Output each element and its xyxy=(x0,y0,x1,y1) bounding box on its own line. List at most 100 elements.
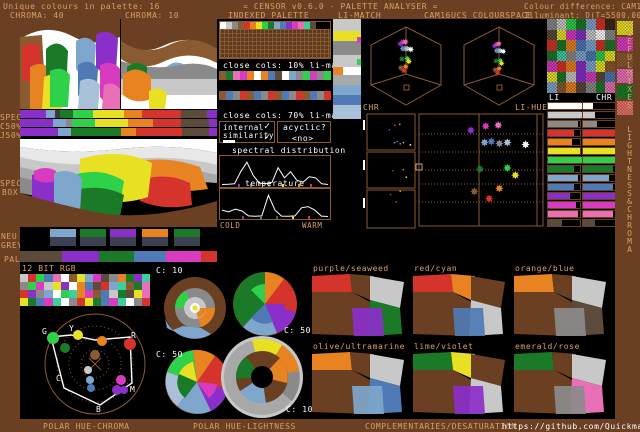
close-col-swatch[interactable] xyxy=(268,71,275,80)
indexed-swatch[interactable] xyxy=(268,22,274,29)
close-col-swatch[interactable] xyxy=(275,91,282,100)
diff-matrix-cell[interactable] xyxy=(605,61,615,72)
diff-matrix-cell[interactable] xyxy=(556,61,567,72)
close-col-swatch[interactable] xyxy=(254,91,261,100)
indexed-swatch[interactable] xyxy=(220,22,226,29)
footer-url[interactable]: https://github.com/Quickmarble/censor xyxy=(502,422,640,431)
diff-matrix-cell[interactable] xyxy=(576,82,586,93)
indexed-swatch[interactable] xyxy=(280,22,286,29)
diff-matrix-cell[interactable] xyxy=(556,40,567,51)
close-col-swatch[interactable] xyxy=(240,91,247,100)
diff-matrix-cell[interactable] xyxy=(556,71,567,83)
indexed-swatch[interactable] xyxy=(244,22,250,29)
diff-matrix-cell[interactable] xyxy=(585,61,596,72)
close-col-swatch[interactable] xyxy=(310,91,317,100)
indexed-swatch[interactable] xyxy=(274,22,280,29)
close-col-swatch[interactable] xyxy=(324,71,331,80)
diff-matrix-cell[interactable] xyxy=(556,29,567,41)
close-col-swatch[interactable] xyxy=(219,91,226,100)
close-col-swatch[interactable] xyxy=(303,71,310,80)
diff-matrix-cell[interactable] xyxy=(585,82,596,93)
useful-mix-swatch[interactable] xyxy=(617,85,633,99)
close-col-swatch[interactable] xyxy=(240,71,247,80)
diff-matrix-cell[interactable] xyxy=(556,19,567,30)
complementary-cell[interactable]: emerald/rose xyxy=(514,342,613,418)
close-col-swatch[interactable] xyxy=(282,71,289,80)
diff-matrix-cell[interactable] xyxy=(595,19,606,30)
internal-similarity-box[interactable]: internal similarity xyxy=(219,121,275,143)
checkbox-check-icon-1[interactable]: ✓ xyxy=(264,121,271,132)
close-col-swatch[interactable] xyxy=(268,91,275,100)
close-col-swatch[interactable] xyxy=(261,71,268,80)
close-col-swatch[interactable] xyxy=(226,71,233,80)
close-col-swatch[interactable] xyxy=(296,71,303,80)
useful-mix-swatch[interactable] xyxy=(617,101,633,115)
useful-mix-swatch[interactable] xyxy=(617,69,633,83)
diff-matrix-cell[interactable] xyxy=(595,29,606,41)
diff-matrix-cell[interactable] xyxy=(595,40,606,51)
close-col-swatch[interactable] xyxy=(247,91,254,100)
colour-difference-matrix[interactable] xyxy=(547,19,615,93)
useful-mix-swatch[interactable] xyxy=(617,53,633,67)
diff-matrix-cell[interactable] xyxy=(576,29,586,41)
close-col-swatch[interactable] xyxy=(275,71,282,80)
close-col-swatch[interactable] xyxy=(324,91,331,100)
indexed-swatch[interactable] xyxy=(262,22,268,29)
diff-matrix-cell[interactable] xyxy=(576,71,586,83)
diff-matrix-cell[interactable] xyxy=(585,40,596,51)
close-col-swatch[interactable] xyxy=(254,71,261,80)
diff-matrix-cell[interactable] xyxy=(566,40,577,51)
diff-matrix-cell[interactable] xyxy=(595,50,606,62)
close-col-swatch[interactable] xyxy=(289,71,296,80)
indexed-swatch[interactable] xyxy=(250,22,256,29)
complementary-cell[interactable]: red/cyan xyxy=(413,264,512,340)
diff-matrix-cell[interactable] xyxy=(605,40,615,51)
diff-matrix-cell[interactable] xyxy=(595,71,606,83)
diff-matrix-cell[interactable] xyxy=(605,50,615,62)
diff-matrix-cell[interactable] xyxy=(595,61,606,72)
diff-matrix-cell[interactable] xyxy=(566,71,577,83)
close-col-swatch[interactable] xyxy=(317,91,324,100)
useful-mix-swatch[interactable] xyxy=(617,37,633,51)
diff-matrix-cell[interactable] xyxy=(547,19,557,30)
close-col-swatch[interactable] xyxy=(289,91,296,100)
complementary-cell[interactable]: olive/ultramarine xyxy=(312,342,411,418)
diff-matrix-cell[interactable] xyxy=(566,29,577,41)
diff-matrix-cell[interactable] xyxy=(566,82,577,93)
diff-matrix-cell[interactable] xyxy=(547,71,557,83)
close-col-swatch[interactable] xyxy=(233,91,240,100)
close-col-swatch[interactable] xyxy=(310,71,317,80)
diff-matrix-cell[interactable] xyxy=(576,40,586,51)
diff-matrix-cell[interactable] xyxy=(547,61,557,72)
diff-matrix-cell[interactable] xyxy=(566,19,577,30)
diff-matrix-cell[interactable] xyxy=(605,19,615,30)
diff-matrix-cell[interactable] xyxy=(585,50,596,62)
close-col-swatch[interactable] xyxy=(226,91,233,100)
indexed-swatch[interactable] xyxy=(298,22,304,29)
complementary-cell[interactable]: lime/violet xyxy=(413,342,512,418)
close-col-swatch[interactable] xyxy=(282,91,289,100)
close-col-swatch[interactable] xyxy=(219,71,226,80)
complementary-cell[interactable]: orange/blue xyxy=(514,264,613,340)
diff-matrix-cell[interactable] xyxy=(566,50,577,62)
checkbox-check-icon-2[interactable]: ✓ xyxy=(264,132,271,143)
close-col-swatch[interactable] xyxy=(303,91,310,100)
indexed-swatch[interactable] xyxy=(286,22,292,29)
diff-matrix-cell[interactable] xyxy=(585,71,596,83)
close-cols-70-swatches[interactable] xyxy=(219,91,331,110)
diff-matrix-cell[interactable] xyxy=(547,40,557,51)
diff-matrix-cell[interactable] xyxy=(576,50,586,62)
indexed-swatch[interactable] xyxy=(238,22,244,29)
indexed-palette-grid[interactable] xyxy=(219,21,331,59)
indexed-swatch[interactable] xyxy=(226,22,232,29)
complementary-cell[interactable]: purple/seaweed xyxy=(312,264,411,340)
useful-mix-swatch[interactable] xyxy=(617,21,633,35)
indexed-swatch[interactable] xyxy=(304,22,310,29)
diff-matrix-cell[interactable] xyxy=(605,29,615,41)
close-cols-10-swatches[interactable] xyxy=(219,71,331,90)
acyclic-box[interactable]: acyclic? <no> xyxy=(277,121,331,143)
diff-matrix-cell[interactable] xyxy=(547,29,557,41)
close-col-swatch[interactable] xyxy=(296,91,303,100)
diff-matrix-cell[interactable] xyxy=(576,19,586,30)
diff-matrix-cell[interactable] xyxy=(585,29,596,41)
